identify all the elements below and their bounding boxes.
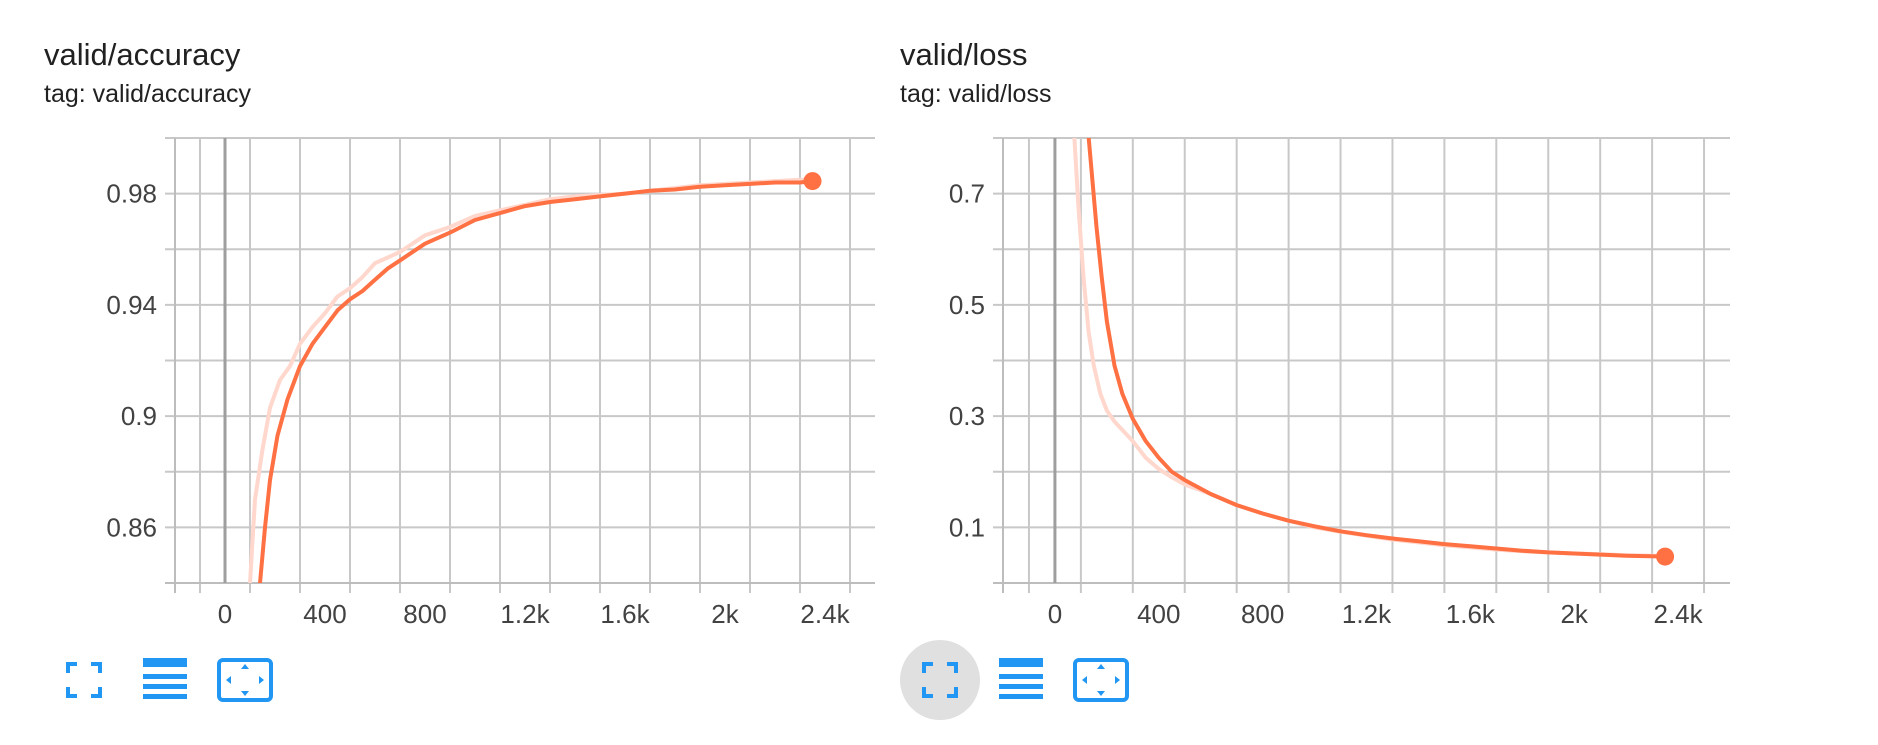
x-tick-label: 1.6k [1446,599,1496,629]
last-point-marker[interactable] [1656,547,1675,566]
loss-plot[interactable]: 0 400 800 1.2k 1.6k 2k 2.4k 0.1 0.3 0.5 0.7 [949,137,1730,629]
last-point-marker[interactable] [803,172,822,191]
card-accuracy: valid/accuracy tag: valid/accuracy 0 400 8… [44,37,875,702]
card-loss: valid/loss tag: valid/loss 0 400 800 1.2k 1.… [900,37,1730,720]
card-toolbar [900,640,1129,720]
card-title: valid/loss [900,37,1028,72]
x-tick-label: 400 [303,599,346,629]
x-tick-label: 2.4k [1653,599,1703,629]
y-tick-label: 0.86 [106,512,157,542]
y-tick-label: 0.9 [121,401,157,431]
x-tick-label: 1.2k [1342,599,1392,629]
y-tick-label: 0.98 [106,179,157,209]
x-tick-label: 1.2k [500,599,550,629]
y-tick-label: 0.94 [106,290,157,320]
x-tick-label: 800 [1241,599,1284,629]
smoothed-series-line [258,179,815,583]
data-table-button[interactable] [143,658,187,699]
raw-series-line [1072,138,1668,558]
accuracy-plot[interactable]: 0 400 800 1.2k 1.6k 2k 2.4k 0.86 0.9 0.94 0.98 [106,137,875,629]
card-tag: tag: valid/accuracy [44,80,252,108]
fullscreen-icon [66,662,102,698]
raw-series-line [248,177,815,583]
y-tick-label: 0.5 [949,290,985,320]
data-table-button[interactable] [999,658,1043,699]
x-tick-label: 1.6k [600,599,650,629]
x-tick-label: 0 [218,599,232,629]
x-tick-label: 2.4k [800,599,850,629]
x-tick-label: 0 [1048,599,1062,629]
fit-domain-button[interactable] [217,658,273,702]
fullscreen-button[interactable] [900,640,980,720]
data-table-icon [999,658,1043,699]
fullscreen-icon [922,662,958,698]
x-tick-label: 800 [403,599,446,629]
y-tick-label: 0.7 [949,179,985,209]
card-toolbar [66,658,273,702]
fullscreen-button[interactable] [66,662,102,698]
smoothed-series-line [1086,138,1668,559]
card-title: valid/accuracy [44,37,241,72]
card-tag: tag: valid/loss [900,80,1051,108]
data-table-icon [143,658,187,699]
fit-domain-icon [217,658,273,702]
fit-domain-icon [1073,658,1129,702]
y-tick-label: 0.1 [949,512,985,542]
fit-domain-button[interactable] [1073,658,1129,702]
x-tick-label: 400 [1137,599,1180,629]
x-tick-label: 2k [711,599,739,629]
x-tick-label: 2k [1560,599,1588,629]
y-tick-label: 0.3 [949,401,985,431]
